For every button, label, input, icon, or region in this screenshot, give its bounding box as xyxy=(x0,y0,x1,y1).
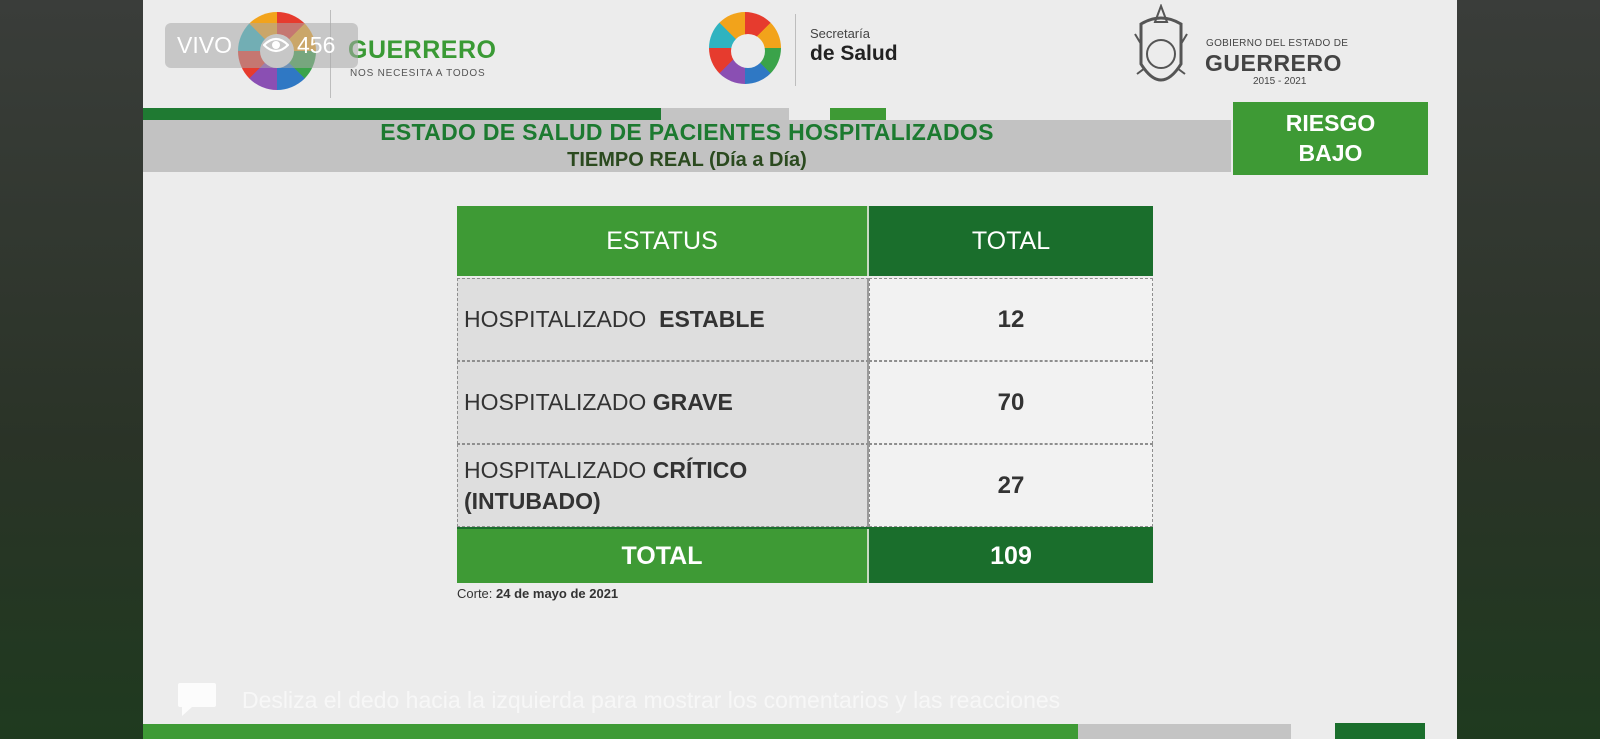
status-prefix: HOSPITALIZADO xyxy=(464,306,647,332)
secretaria-salud-logo: Secretaría de Salud xyxy=(709,12,929,92)
gobierno-label: GOBIERNO DEL ESTADO DE xyxy=(1206,38,1349,49)
salud-rings-icon xyxy=(709,12,781,84)
status-cell: HOSPITALIZADO GRAVE xyxy=(457,361,869,444)
status-name: CRÍTICO xyxy=(652,456,748,483)
logo-divider xyxy=(795,14,796,86)
status-prefix: HOSPITALIZADO xyxy=(464,389,647,415)
table-row: HOSPITALIZADO GRAVE 70 xyxy=(457,361,1153,444)
risk-badge: RIESGO BAJO xyxy=(1233,102,1428,175)
total-value: 109 xyxy=(869,529,1153,583)
footer-accent-bar xyxy=(143,724,1078,739)
total-cell: 27 xyxy=(869,444,1153,527)
header-status: ESTATUS xyxy=(457,206,869,276)
logo-brand: GUERRERO xyxy=(348,36,497,64)
logo-tagline: NOS NECESITA A TODOS xyxy=(350,68,486,79)
state-shield-icon xyxy=(1134,4,1188,82)
page-subtitle: TIEMPO REAL (Día a Día) xyxy=(567,149,807,171)
total-cell: 70 xyxy=(869,361,1153,444)
live-badge: VIVO 456 xyxy=(165,23,358,68)
status-name: GRAVE xyxy=(652,389,733,415)
table-row: HOSPITALIZADO ESTABLE 12 xyxy=(457,278,1153,361)
gobierno-logo: GOBIERNO DEL ESTADO DE GUERRERO 2015 - 2… xyxy=(1131,4,1391,104)
total-cell: 12 xyxy=(869,278,1153,361)
cutoff-value: 24 de mayo de 2021 xyxy=(496,586,619,601)
secretaria-label: Secretaría xyxy=(810,26,870,41)
footer-accent-bar-gray xyxy=(1078,724,1291,739)
gobierno-state: GUERRERO xyxy=(1205,50,1342,76)
total-label: TOTAL xyxy=(457,529,869,583)
cutoff-date: Corte: 24 de mayo de 2021 xyxy=(457,586,618,601)
status-prefix: HOSPITALIZADO xyxy=(464,456,647,483)
swipe-hint: Desliza el dedo hacia la izquierda para … xyxy=(242,687,1061,713)
gobierno-years: 2015 - 2021 xyxy=(1253,76,1307,87)
live-label: VIVO xyxy=(177,32,232,58)
status-name-detail: (INTUBADO) xyxy=(464,487,601,514)
eye-icon xyxy=(263,37,289,53)
header-accent-bar-gray xyxy=(661,108,789,120)
viewer-count: 456 xyxy=(297,32,336,58)
comment-icon[interactable] xyxy=(176,679,218,719)
footer-accent-bar-dark xyxy=(1335,723,1425,739)
table-total-row: TOTAL 109 xyxy=(457,527,1153,583)
table-row: HOSPITALIZADO CRÍTICO (INTUBADO) 27 xyxy=(457,444,1153,527)
page-title: ESTADO DE SALUD DE PACIENTES HOSPITALIZA… xyxy=(380,119,994,145)
title-band xyxy=(143,120,1231,172)
table-header: ESTATUS TOTAL xyxy=(457,206,1153,276)
video-frame[interactable]: GUERRERO NOS NECESITA A TODOS Secretaría… xyxy=(143,0,1457,739)
cutoff-label: Corte: xyxy=(457,586,493,601)
status-name: ESTABLE xyxy=(659,306,765,332)
status-cell: HOSPITALIZADO CRÍTICO (INTUBADO) xyxy=(457,444,869,527)
header-total: TOTAL xyxy=(869,206,1153,276)
header-accent-bar-mini xyxy=(830,108,886,120)
risk-line2: BAJO xyxy=(1298,140,1363,166)
risk-line1: RIESGO xyxy=(1285,110,1376,136)
status-cell: HOSPITALIZADO ESTABLE xyxy=(457,278,869,361)
header-accent-bar xyxy=(143,108,661,120)
salud-label: de Salud xyxy=(810,42,898,65)
